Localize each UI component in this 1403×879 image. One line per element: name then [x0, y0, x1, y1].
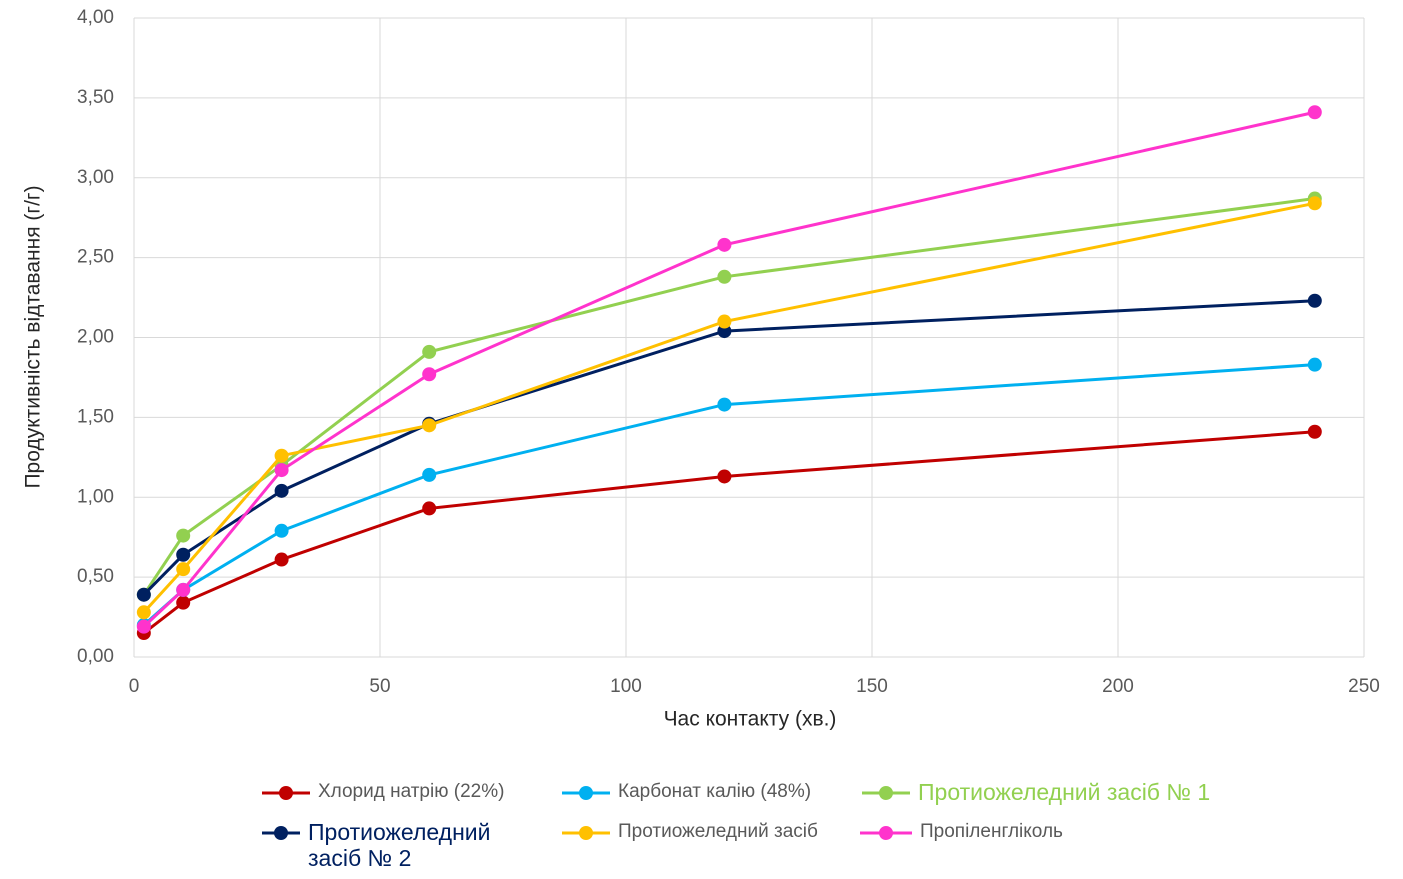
- data-point: [422, 418, 437, 433]
- y-tick-label: 0,00: [77, 646, 114, 667]
- data-point: [1307, 424, 1322, 439]
- y-tick-label: 3,50: [77, 87, 114, 108]
- legend-marker: [279, 786, 293, 800]
- x-axis-title: Час контакту (хв.): [664, 708, 837, 731]
- data-point: [274, 523, 289, 538]
- data-point: [176, 547, 191, 562]
- data-point: [717, 269, 732, 284]
- legend-label: Протиожеледний засіб № 1: [918, 779, 1211, 805]
- data-point: [274, 448, 289, 463]
- series-line: [142, 201, 1316, 614]
- data-point: [1307, 357, 1322, 372]
- legend-label: Протиожеледний засіб № 2: [308, 819, 491, 871]
- y-tick-label: 1,00: [77, 486, 114, 507]
- data-point: [422, 367, 437, 382]
- data-point: [717, 237, 732, 252]
- y-axis-title: Продуктивність відтавання (г/г): [22, 185, 45, 488]
- legend-label: Хлорид натрію (22%): [318, 781, 505, 802]
- x-tick-label: 150: [856, 676, 888, 697]
- data-point: [1307, 196, 1322, 211]
- legend-label: Карбонат калію (48%): [618, 781, 812, 802]
- y-tick-label: 2,00: [77, 327, 114, 348]
- data-point: [422, 344, 437, 359]
- legend-label: Пропіленгліколь: [920, 821, 1063, 842]
- data-point: [136, 587, 151, 602]
- series-line: [142, 110, 1316, 628]
- x-tick-label: 0: [129, 676, 140, 697]
- data-point: [176, 582, 191, 597]
- data-point: [717, 314, 732, 329]
- x-tick-label: 250: [1348, 676, 1380, 697]
- y-tick-label: 0,50: [77, 566, 114, 587]
- data-point: [422, 501, 437, 516]
- data-point: [717, 324, 732, 339]
- legend-marker: [879, 826, 893, 840]
- data-point: [717, 397, 732, 412]
- data-point: [274, 463, 289, 478]
- y-tick-label: 2,50: [77, 247, 114, 268]
- data-point: [717, 469, 732, 484]
- legend-marker: [579, 826, 593, 840]
- x-tick-label: 100: [610, 676, 642, 697]
- y-tick-label: 3,00: [77, 167, 114, 188]
- data-point: [136, 619, 151, 634]
- y-tick-label: 4,00: [77, 7, 114, 28]
- legend-marker: [579, 786, 593, 800]
- data-point: [274, 483, 289, 498]
- data-point: [422, 467, 437, 482]
- x-tick-label: 200: [1102, 676, 1134, 697]
- legend-label: Протиожеледний засіб: [618, 821, 818, 842]
- y-tick-label: 1,50: [77, 406, 114, 427]
- legend-marker: [274, 826, 288, 840]
- data-point: [176, 562, 191, 577]
- x-tick-label: 50: [369, 676, 390, 697]
- data-point: [1307, 293, 1322, 308]
- series-line: [142, 299, 1315, 596]
- series-line: [142, 430, 1315, 635]
- series-line: [142, 197, 1315, 596]
- data-point: [274, 552, 289, 567]
- data-point: [136, 605, 151, 620]
- data-point: [176, 595, 191, 610]
- legend-marker: [879, 786, 893, 800]
- data-point: [176, 528, 191, 543]
- data-point: [1307, 105, 1322, 120]
